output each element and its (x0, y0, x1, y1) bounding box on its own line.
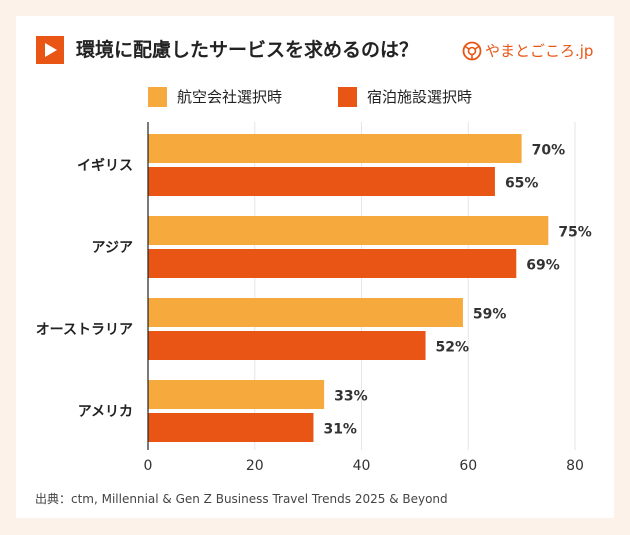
x-tick-label: 0 (144, 458, 153, 474)
bar (148, 249, 517, 278)
logo-text: やまとごころ.jp (485, 42, 594, 60)
x-tick-label: 20 (246, 458, 264, 474)
source-note: 出典：ctm, Millennial & Gen Z Business Trav… (35, 492, 448, 506)
data-label: 65% (505, 176, 539, 192)
x-tick-label: 80 (566, 458, 584, 474)
legend-swatch (148, 86, 167, 107)
data-label: 33% (334, 389, 368, 405)
x-tick-label: 40 (353, 458, 371, 474)
bar (148, 167, 495, 196)
bar (148, 413, 314, 442)
bar (148, 331, 426, 360)
data-label: 31% (323, 422, 357, 438)
legend-item-hotel: 宿泊施設選択時 (338, 86, 472, 107)
bar (148, 380, 325, 409)
data-label: 70% (532, 143, 566, 159)
data-label: 69% (526, 258, 560, 274)
legend-label: 宿泊施設選択時 (367, 88, 473, 106)
data-label: 75% (558, 225, 592, 241)
bar (148, 216, 549, 245)
legend-swatch (338, 86, 357, 107)
legend-item-airline: 航空会社選択時 (148, 86, 282, 107)
category-label: イギリス (77, 157, 133, 174)
data-label: 59% (473, 307, 507, 323)
legend-label: 航空会社選択時 (177, 88, 283, 106)
category-label: アジア (92, 240, 133, 256)
logo-icon (462, 41, 482, 60)
x-tick-label: 60 (459, 458, 477, 474)
category-label: アメリカ (78, 404, 133, 420)
bar (148, 298, 463, 327)
play-icon (36, 36, 64, 64)
logo[interactable]: やまとごころ.jp (462, 40, 593, 61)
data-label: 52% (436, 340, 470, 356)
category-label: オーストラリア (36, 322, 133, 338)
bar (148, 134, 522, 163)
chart-title: 環境に配慮したサービスを求めるのは？ (76, 39, 419, 61)
